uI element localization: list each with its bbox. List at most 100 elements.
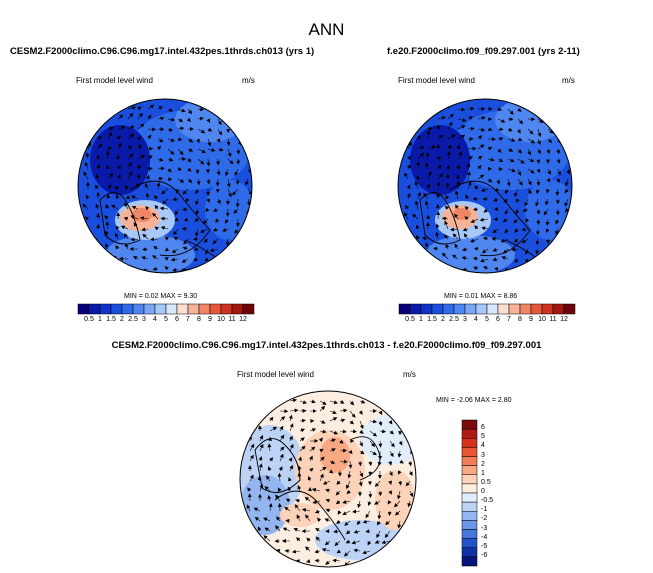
colorbar-tick-label: 2 — [441, 316, 445, 323]
wind-vector — [527, 138, 536, 144]
wind-vector — [397, 490, 401, 500]
wind-vector — [455, 204, 459, 210]
wind-vector — [358, 460, 363, 467]
wind-vector — [177, 108, 186, 113]
colorbar-box — [461, 520, 478, 530]
wind-vector — [288, 457, 293, 462]
wind-vector — [464, 206, 469, 211]
panel-2-min-label: MIN = — [444, 293, 463, 300]
wind-vector — [385, 520, 391, 526]
wind-vector — [266, 475, 271, 482]
wind-vector — [177, 148, 184, 156]
wind-vector — [514, 258, 519, 264]
colorbar-tick-label: -3 — [481, 524, 488, 532]
wind-vector — [160, 226, 169, 230]
wind-vector — [206, 178, 211, 185]
wind-vector — [477, 155, 483, 160]
wind-vector — [367, 500, 372, 507]
wind-vector — [156, 182, 161, 190]
colorbar-tick-label: 0.5 — [405, 316, 415, 323]
wind-vector — [289, 408, 299, 413]
wind-vector — [503, 198, 509, 203]
colorbar-box — [461, 556, 478, 567]
wind-vector — [521, 238, 529, 244]
colorbar-tick-label: 11 — [228, 316, 236, 323]
wind-vector — [137, 106, 142, 111]
wind-vector — [133, 222, 139, 230]
colorbar-box — [475, 303, 488, 315]
colorbar-tick-label: 4 — [481, 442, 485, 450]
wind-vector — [517, 118, 524, 125]
colorbar-box — [231, 303, 244, 315]
wind-vector — [197, 128, 206, 134]
wind-vector — [378, 420, 383, 427]
wind-vector — [404, 172, 409, 180]
wind-vector — [444, 220, 449, 230]
wind-vector — [456, 144, 461, 150]
wind-vector — [249, 454, 254, 462]
wind-vector — [517, 148, 522, 154]
wind-vector — [406, 164, 411, 170]
colorbar-box — [464, 303, 477, 315]
wind-vector — [379, 429, 387, 434]
wind-vector — [160, 216, 169, 221]
wind-vector — [268, 502, 273, 512]
wind-vector — [493, 197, 499, 202]
wind-vector — [473, 266, 479, 271]
wind-vector — [246, 198, 251, 207]
wind-vector — [172, 197, 179, 202]
panel-3-wind-vectors — [246, 398, 415, 567]
colorbar-tick-label: 7 — [507, 316, 511, 323]
colorbar-box — [461, 447, 478, 457]
panel-3-title: CESM2.F2000climo.C96.C96.mg17.intel.432p… — [111, 340, 542, 351]
wind-vector — [555, 218, 560, 225]
colorbar-box — [461, 483, 478, 494]
wind-vector — [177, 178, 185, 183]
wind-vector — [258, 456, 263, 462]
wind-vector — [127, 133, 135, 140]
wind-vector — [470, 218, 479, 223]
wind-vector — [348, 460, 353, 469]
wind-vector — [125, 242, 129, 250]
colorbar-box — [552, 303, 565, 315]
panel-1-field-blob — [105, 235, 195, 273]
wind-vector — [507, 168, 516, 173]
wind-vector — [275, 525, 281, 532]
wind-vector — [536, 218, 541, 225]
wind-vector — [497, 107, 502, 111]
wind-vector — [492, 228, 499, 234]
wind-vector — [467, 116, 474, 120]
wind-vector — [329, 448, 336, 452]
panel-2-map-boundary — [397, 98, 573, 274]
wind-vector — [315, 536, 321, 542]
wind-vector — [497, 158, 504, 162]
wind-vector — [215, 218, 220, 223]
wind-vector — [426, 130, 431, 140]
wind-vector — [277, 472, 282, 482]
wind-vector — [546, 148, 551, 155]
colorbar-tick-label: 5 — [481, 433, 485, 441]
wind-vector — [234, 168, 239, 177]
wind-vector — [480, 188, 489, 192]
panel-3-map — [240, 391, 416, 567]
wind-vector — [245, 178, 249, 186]
wind-vector — [187, 178, 193, 183]
wind-vector — [515, 208, 520, 215]
wind-vector — [446, 165, 450, 170]
wind-vector — [114, 185, 120, 191]
colorbar-box — [110, 303, 123, 315]
wind-vector — [454, 190, 459, 200]
wind-vector — [546, 228, 550, 233]
wind-vector — [452, 233, 459, 240]
colorbar-box — [99, 303, 112, 315]
wind-vector — [477, 116, 486, 120]
wind-vector — [315, 528, 321, 532]
wind-vector — [157, 157, 164, 162]
wind-vector — [167, 168, 172, 173]
wind-vector — [556, 178, 561, 184]
wind-vector — [482, 236, 489, 241]
wind-vector — [159, 206, 169, 211]
wind-vector — [378, 440, 383, 448]
wind-vector — [545, 218, 550, 226]
